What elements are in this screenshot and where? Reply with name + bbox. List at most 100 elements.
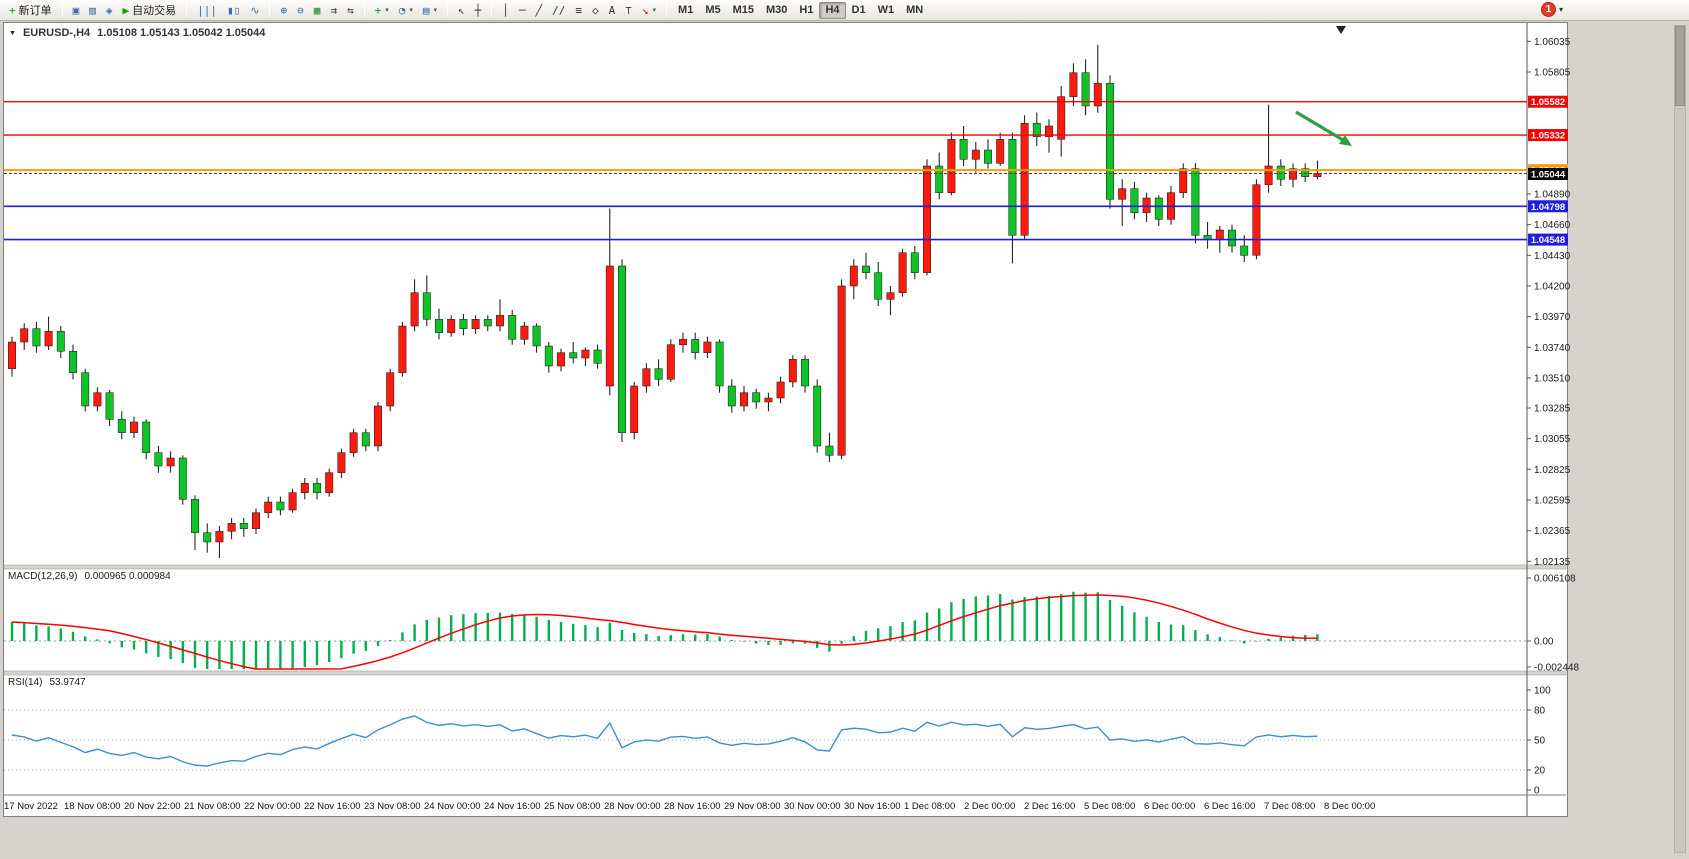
line-chart-button[interactable]: ∿ bbox=[245, 2, 264, 19]
timeframe-h4-button[interactable]: H4 bbox=[819, 1, 846, 19]
arrows-button[interactable]: ↘ ▾ bbox=[637, 2, 661, 19]
zoom-out-icon: ⊖ bbox=[297, 3, 304, 17]
chart-shift-icon: ⇆ bbox=[346, 3, 354, 17]
timeframe-m5-button[interactable]: M5 bbox=[699, 2, 726, 19]
timeframe-m15-button-label: M15 bbox=[732, 4, 754, 16]
auto-scroll-button[interactable]: ⇉ bbox=[325, 2, 342, 19]
tile-windows-icon: ▦ bbox=[313, 3, 321, 17]
timeframe-mn-button[interactable]: MN bbox=[900, 2, 929, 19]
charts-window-button[interactable]: ▣ bbox=[68, 2, 85, 19]
toolbar: + 新订单 ▣ ▥ ◈ ▶ 自动交易 ||| ▮▯ ∿ ⊕ ⊖ ▦ ⇉ ⇆ + ▾ ◔ ▾ ▤ ▾ ↖ ┼ │ ─ ╱//≡ ◇ A ⊤… bbox=[0, 0, 1689, 21]
line-chart-icon: ∿ bbox=[250, 3, 260, 17]
shapes-icon: ◇ bbox=[592, 3, 599, 17]
chart-ohlc-values: 1.05108 1.05143 1.05042 1.05044 bbox=[97, 27, 266, 39]
rsi-name: RSI(14) bbox=[8, 677, 43, 688]
rsi-value: 53.9747 bbox=[49, 677, 86, 688]
timeframe-d1-button-label: D1 bbox=[851, 4, 866, 16]
vertical-line-button[interactable]: │ bbox=[497, 2, 514, 19]
timeframe-m15-button[interactable]: M15 bbox=[727, 2, 760, 19]
macd-values: 0.000965 0.000984 bbox=[84, 571, 171, 582]
tile-windows-button[interactable]: ▦ bbox=[309, 2, 326, 19]
periods-icon: ◔ bbox=[398, 3, 406, 17]
cursor-button[interactable]: ↖ bbox=[453, 2, 470, 19]
timeframe-mn-button-label: MN bbox=[906, 4, 924, 16]
toolbar-items: + 新订单 ▣ ▥ ◈ ▶ 自动交易 ||| ▮▯ ∿ ⊕ ⊖ ▦ ⇉ ⇆ + ▾ ◔ ▾ ▤ ▾ ↖ ┼ │ ─ ╱//≡ ◇ A ⊤… bbox=[4, 0, 929, 20]
fibonacci-button[interactable]: ≡ bbox=[570, 2, 587, 19]
toolbar-right: 1 ▾ bbox=[1541, 2, 1563, 17]
one-click-trading-toggle-icon[interactable]: ▼ bbox=[9, 29, 16, 37]
workspace-background bbox=[1570, 22, 1689, 859]
scrollbar-thumb[interactable] bbox=[1675, 26, 1685, 106]
toolbar-separator bbox=[491, 3, 493, 17]
chart-title: ▼ EURUSD-,H4 1.05108 1.05143 1.05042 1.0… bbox=[9, 27, 265, 39]
new-order-button-label: 新订单 bbox=[18, 5, 52, 17]
macd-name: MACD(12,26,9) bbox=[8, 571, 78, 582]
templates-icon: ▤ bbox=[422, 3, 430, 17]
periods-dropdown-icon[interactable]: ▾ bbox=[409, 7, 413, 14]
auto-trading-button[interactable]: ▶ 自动交易 bbox=[118, 2, 182, 19]
text-label-button[interactable]: ⊤ bbox=[620, 2, 637, 19]
fibonacci-icon: ≡ bbox=[575, 3, 583, 17]
timeframe-h1-button-label: H1 bbox=[799, 4, 814, 16]
shapes-button[interactable]: ◇ bbox=[587, 2, 604, 19]
notification-badge[interactable]: 1 bbox=[1541, 2, 1556, 17]
market-watch-button[interactable]: ▥ bbox=[84, 2, 101, 19]
toolbar-separator bbox=[666, 3, 668, 17]
toolbar-separator bbox=[269, 3, 271, 17]
toolbar-separator bbox=[186, 3, 188, 17]
vertical-line-icon: │ bbox=[502, 3, 509, 17]
templates-dropdown-icon[interactable]: ▾ bbox=[433, 7, 438, 14]
bar-chart-icon: ||| bbox=[197, 3, 217, 17]
text-button[interactable]: A bbox=[604, 2, 621, 19]
horizontal-line-icon: ─ bbox=[518, 3, 526, 17]
candlestick-chart-icon: ▮▯ bbox=[227, 3, 241, 17]
vertical-scrollbar[interactable] bbox=[1674, 25, 1686, 853]
macd-indicator-label: MACD(12,26,9) 0.000965 0.000984 bbox=[8, 571, 171, 582]
chart-window bbox=[3, 22, 1568, 817]
notification-dropdown-icon[interactable]: ▾ bbox=[1559, 5, 1564, 14]
text-icon: A bbox=[608, 3, 616, 17]
timeframe-m30-button-label: M30 bbox=[766, 4, 788, 16]
toolbar-separator bbox=[363, 3, 365, 17]
rsi-indicator-label: RSI(14) 53.9747 bbox=[8, 677, 86, 688]
charts-window-icon: ▣ bbox=[72, 3, 80, 17]
chart-symbol-period: EURUSD-,H4 bbox=[22, 27, 91, 39]
candlestick-chart-button[interactable]: ▮▯ bbox=[222, 2, 245, 19]
periods-button[interactable]: ◔ ▾ bbox=[394, 2, 418, 19]
auto-trading-button-label: 自动交易 bbox=[132, 5, 177, 17]
toolbar-separator bbox=[61, 3, 63, 17]
timeframe-m1-button[interactable]: M1 bbox=[672, 2, 699, 19]
crosshair-icon: ┼ bbox=[474, 3, 482, 17]
horizontal-line-button[interactable]: ─ bbox=[514, 2, 531, 19]
indicators-dropdown-icon[interactable]: ▾ bbox=[385, 7, 389, 14]
equidistant-channel-icon: // bbox=[552, 3, 566, 17]
text-label-icon: ⊤ bbox=[625, 3, 632, 17]
timeframe-m1-button-label: M1 bbox=[678, 4, 694, 16]
market-watch-icon: ▥ bbox=[89, 3, 96, 17]
navigator-button[interactable]: ◈ bbox=[101, 2, 118, 19]
chart-shift-button[interactable]: ⇆ bbox=[342, 2, 359, 19]
cursor-icon: ↖ bbox=[458, 3, 465, 17]
timeframe-w1-button[interactable]: W1 bbox=[872, 2, 901, 19]
trendline-button[interactable]: ╱ bbox=[531, 2, 548, 19]
timeframe-h4-button-label: H4 bbox=[825, 4, 840, 16]
indicators-button[interactable]: + ▾ bbox=[370, 2, 394, 19]
bar-chart-button[interactable]: ||| bbox=[192, 2, 222, 19]
equidistant-channel-button[interactable]: // bbox=[547, 2, 570, 19]
trendline-icon: ╱ bbox=[535, 3, 543, 17]
zoom-out-button[interactable]: ⊖ bbox=[292, 2, 309, 19]
navigator-icon: ◈ bbox=[105, 3, 113, 17]
timeframe-m30-button[interactable]: M30 bbox=[760, 2, 793, 19]
timeframe-m5-button-label: M5 bbox=[705, 4, 721, 16]
timeframe-h1-button[interactable]: H1 bbox=[793, 2, 819, 19]
new-order-button[interactable]: + 新订单 bbox=[4, 2, 57, 19]
toolbar-separator bbox=[447, 3, 449, 17]
templates-button[interactable]: ▤ ▾ bbox=[418, 2, 442, 19]
zoom-in-button[interactable]: ⊕ bbox=[275, 2, 292, 19]
crosshair-button[interactable]: ┼ bbox=[470, 2, 487, 19]
auto-scroll-icon: ⇉ bbox=[330, 3, 337, 17]
timeframe-d1-button[interactable]: D1 bbox=[846, 2, 872, 19]
auto-trading-icon: ▶ bbox=[122, 3, 130, 17]
arrows-dropdown-icon[interactable]: ▾ bbox=[652, 7, 657, 14]
